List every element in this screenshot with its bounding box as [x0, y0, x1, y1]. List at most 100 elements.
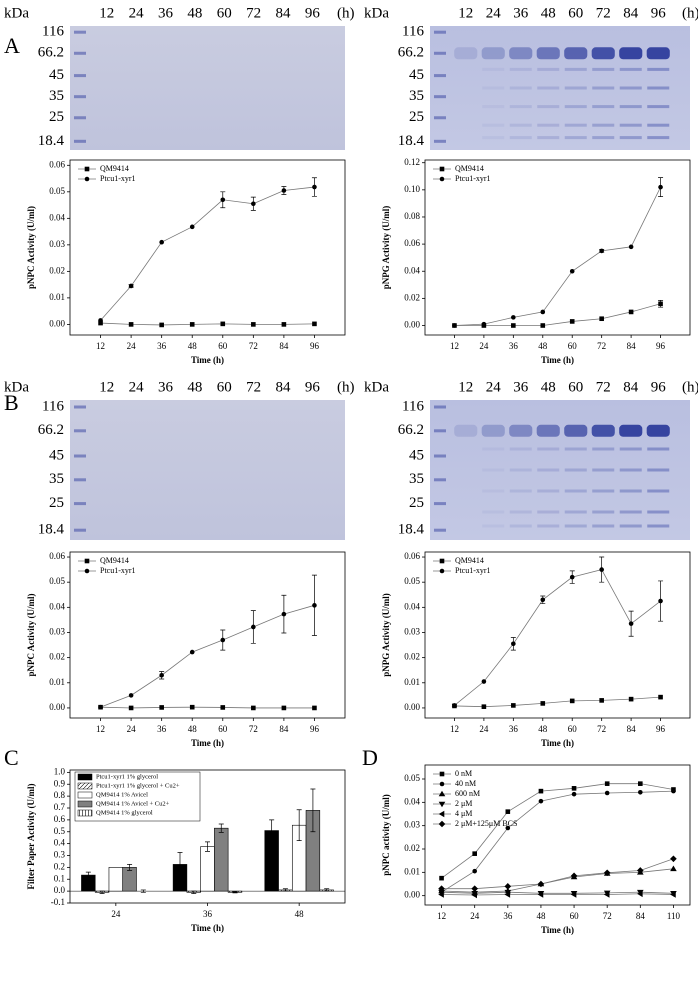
x-axis-title: Time (h) — [191, 355, 224, 365]
gel-band — [564, 47, 588, 60]
x-tick-label: 72 — [597, 724, 606, 734]
gel-band — [619, 105, 642, 109]
marker — [472, 851, 477, 856]
legend-swatch — [77, 782, 93, 790]
legend-marker — [439, 166, 445, 172]
gel-band — [509, 123, 532, 127]
legend-label: Ptcu1-xyr1 1% glycerol — [96, 773, 158, 780]
legend-label: Ptcu1-xyr1 — [100, 174, 136, 183]
y-tick-label: 0.02 — [404, 292, 420, 302]
gel-band — [536, 424, 560, 437]
series-line — [454, 569, 661, 706]
x-tick-label: 36 — [503, 911, 513, 921]
y-tick-label: 0.8 — [54, 790, 66, 800]
lane-label: 48 — [541, 5, 556, 21]
marker — [570, 872, 578, 880]
gel-band — [482, 86, 505, 90]
marker — [628, 696, 634, 702]
y-tick-label: 0.3 — [54, 850, 66, 860]
gel-band — [592, 489, 615, 493]
legend-label: QM9414 — [100, 164, 129, 173]
marker-label: 35 — [409, 88, 424, 104]
lane-label: 96 — [651, 5, 667, 21]
gel-band — [646, 47, 670, 60]
x-tick-label: 84 — [636, 911, 646, 921]
gel-band — [482, 105, 505, 109]
series-line — [441, 891, 674, 894]
x-tick-label: 84 — [627, 341, 637, 351]
gel-band — [647, 67, 670, 71]
marker — [638, 790, 643, 795]
marker-label: 45 — [409, 447, 424, 463]
gel-band — [619, 447, 642, 451]
error-bar — [218, 823, 224, 833]
lane-label: 84 — [275, 379, 291, 395]
y-tick-label: 0.00 — [404, 320, 420, 330]
marker — [637, 890, 643, 898]
marker — [599, 567, 604, 572]
error-bar — [191, 890, 197, 894]
panel-label: D — [362, 745, 378, 770]
x-tick-label: 72 — [603, 911, 612, 921]
marker — [159, 239, 164, 245]
x-tick-label: 24 — [127, 341, 137, 351]
ladder-band — [434, 30, 446, 34]
gel-band — [619, 424, 643, 437]
lane-label: 72 — [596, 379, 611, 395]
marker — [481, 321, 487, 327]
lane-label: 12 — [99, 5, 114, 21]
legend-label: QM9414 — [455, 164, 484, 173]
marker — [98, 318, 103, 323]
gel-image — [430, 400, 690, 540]
marker — [599, 316, 604, 322]
lane-label: 72 — [246, 379, 261, 395]
gel-band — [537, 67, 560, 71]
marker — [471, 891, 477, 899]
gel-band — [537, 524, 560, 528]
error-bar — [269, 819, 275, 842]
legend-label: 600 nM — [455, 789, 480, 798]
legend-box — [74, 771, 201, 822]
marker — [98, 704, 103, 710]
marker-label: 66.2 — [398, 422, 424, 438]
gel-band — [591, 424, 615, 437]
lane-label: 84 — [623, 379, 639, 395]
gel-band — [592, 86, 615, 90]
marker — [569, 319, 575, 324]
x-axis-title: Time (h) — [541, 738, 574, 748]
marker-label: 35 — [409, 471, 424, 487]
marker — [159, 672, 164, 678]
marker — [604, 781, 610, 786]
error-bar — [296, 809, 302, 842]
marker — [511, 315, 516, 320]
marker — [569, 574, 575, 580]
kda-label: kDa — [4, 5, 29, 21]
series-line — [100, 604, 315, 708]
legend-label: QM9414 1% Avicel + Cu2+ — [96, 800, 170, 807]
x-tick-label: 24 — [111, 909, 121, 919]
gel-band — [509, 86, 532, 90]
lane-label: 84 — [275, 5, 291, 21]
x-tick-label: 60 — [218, 341, 228, 351]
y-tick-label: 0.04 — [49, 212, 65, 222]
y-tick-label: 0.06 — [404, 551, 420, 561]
x-tick-label: 48 — [188, 724, 198, 734]
gel-band — [591, 47, 615, 60]
x-tick-label: 36 — [157, 341, 167, 351]
gel-band — [647, 123, 670, 127]
lane-label: 12 — [458, 5, 473, 21]
gel-band — [537, 123, 560, 127]
gel-band — [647, 136, 670, 140]
x-tick-label: 24 — [470, 911, 480, 921]
x-tick-label: 12 — [450, 724, 459, 734]
marker — [220, 321, 226, 327]
marker-label: 66.2 — [38, 45, 64, 61]
marker — [599, 248, 604, 254]
marker-label: 35 — [49, 471, 64, 487]
marker — [159, 705, 164, 710]
gel-band — [592, 447, 615, 451]
gel-band — [647, 524, 670, 528]
gel-band — [509, 489, 532, 493]
y-tick-label: 0.9 — [54, 778, 66, 788]
